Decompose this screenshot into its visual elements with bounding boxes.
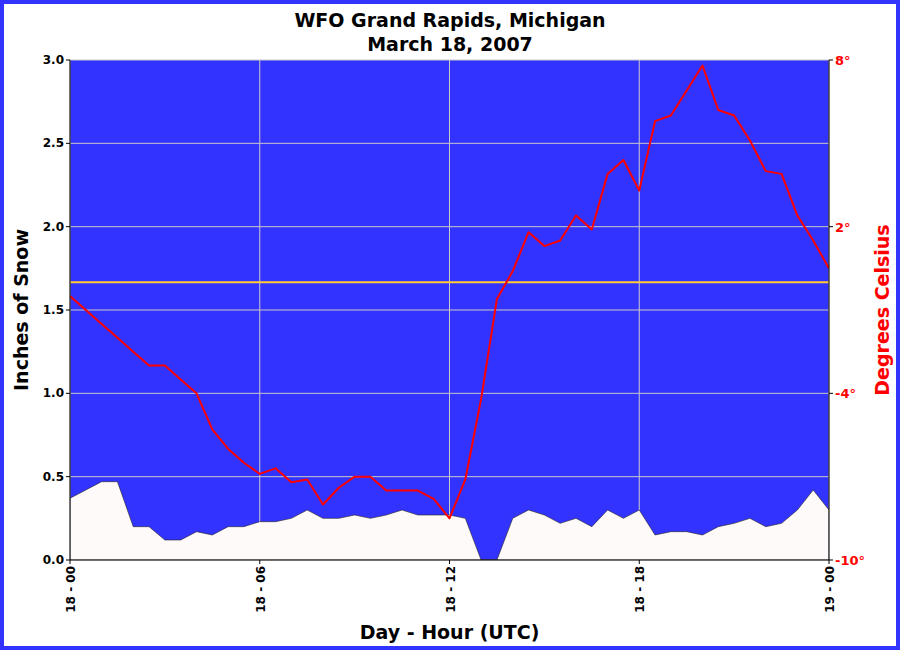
page-border [2,2,898,648]
series-line [70,281,829,283]
x-tick-label: 18 - 00 [64,566,78,613]
y2-tick-label: 2° [835,220,851,235]
plot-area [70,60,829,560]
x-tick-label: 18 - 06 [254,566,268,613]
grid-line [639,60,640,560]
tick [639,560,640,564]
tick [66,560,70,561]
snow-area [70,482,829,560]
y2-axis [829,60,830,560]
tick [66,60,70,61]
y-tick-label: 1.5 [43,303,64,317]
grid-line [829,60,830,560]
tick [829,560,833,561]
x-tick-label: 18 - 18 [633,566,647,613]
tick [70,560,71,564]
tick [66,143,70,144]
y2-tick-label: -10° [835,553,865,568]
x-tick-label: 19 - 00 [823,566,837,613]
series-line [70,66,829,519]
title: WFO Grand Rapids, Michigan [294,9,605,31]
y2-tick-label: 8° [835,53,851,68]
tick [66,310,70,311]
grid [70,60,829,560]
tick [829,393,833,394]
grid-line [259,60,260,560]
grid-line [449,60,450,560]
chart: 0.0 0.5 1.0 1.5 2.0 2.5 3.0 -10° -4° 2° 8° 18 - 00 1… [0,0,900,650]
y-tick-label: 0.0 [43,553,64,567]
y-tick-label: 0.5 [43,470,64,484]
tick [829,60,833,61]
y2-tick-label: -4° [835,386,856,401]
y2-axis-title: Degrees Celsius [871,224,893,395]
y-tick-label: 1.0 [43,386,64,400]
y-tick-label: 2.0 [43,220,64,234]
y-tick-label: 2.5 [43,136,64,150]
subtitle: March 18, 2007 [367,33,533,55]
tick [259,560,260,564]
x-tick-label: 18 - 12 [444,566,458,613]
tick [449,560,450,564]
tick [66,476,70,477]
y-tick-label: 3.0 [43,53,64,67]
x-axis-title: Day - Hour (UTC) [360,621,540,643]
tick [66,226,70,227]
y-axis-title: Inches of Snow [10,229,32,391]
tick [66,393,70,394]
tick [829,560,830,564]
background [0,0,900,650]
tick [829,226,833,227]
data-layer [70,66,829,560]
